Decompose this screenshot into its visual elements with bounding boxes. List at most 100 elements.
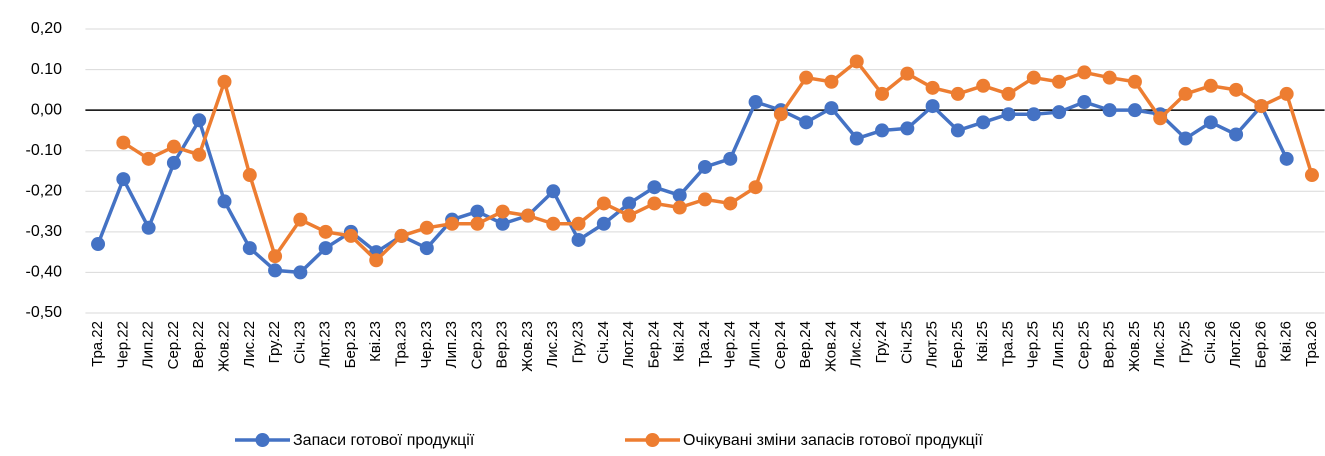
x-tick-label: Вер.23: [494, 321, 511, 369]
point: [875, 86, 890, 101]
point: [748, 95, 763, 110]
point: [1203, 78, 1218, 93]
x-tick-label: Тра.22: [89, 321, 106, 367]
x-tick-label: Жов.25: [1126, 321, 1143, 372]
legend-marker: [255, 433, 270, 447]
point: [773, 107, 788, 122]
point: [698, 192, 712, 207]
y-tick-label: 0.10: [31, 61, 62, 78]
point: [672, 188, 687, 203]
x-tick-label: Лис.22: [241, 321, 258, 368]
point: [849, 54, 864, 69]
x-tick-label: Кві.24: [671, 321, 688, 362]
x-tick-label: Вер.22: [190, 321, 207, 369]
point: [217, 194, 232, 209]
point: [925, 99, 940, 114]
x-tick-label: Лис.25: [1151, 321, 1168, 368]
y-tick-label: -0,40: [26, 264, 63, 281]
x-tick-label: Січ.26: [1202, 321, 1219, 364]
point: [242, 241, 257, 256]
series-line: [122, 59, 1314, 263]
point: [369, 253, 384, 268]
x-tick-label: Жов.23: [519, 321, 536, 372]
point: [1279, 151, 1294, 166]
legend-marker: [645, 433, 660, 447]
point: [1127, 103, 1142, 118]
x-tick-label: Січ.24: [595, 321, 612, 364]
point: [419, 220, 434, 235]
point: [698, 159, 712, 174]
point: [1153, 111, 1168, 126]
point: [242, 168, 257, 183]
x-tick-label: Сер.25: [1075, 321, 1092, 369]
point: [875, 123, 890, 138]
x-tick-label: Лип.25: [1050, 321, 1067, 368]
point: [925, 80, 940, 95]
point: [495, 216, 510, 231]
x-tick-label: Лют.23: [317, 321, 334, 368]
point: [1102, 103, 1117, 118]
point: [116, 135, 131, 150]
point: [950, 86, 965, 101]
point: [571, 216, 586, 231]
point: [723, 196, 738, 211]
point: [419, 241, 434, 256]
point: [1229, 127, 1244, 142]
x-tick-label: Бер.24: [645, 321, 662, 368]
y-tick-label: 0,20: [31, 20, 62, 37]
y-tick-label: -0,20: [26, 183, 63, 200]
point: [1127, 74, 1142, 89]
point: [1178, 86, 1193, 101]
point: [1304, 168, 1319, 183]
x-tick-label: Січ.25: [898, 321, 915, 364]
point: [217, 74, 232, 89]
x-tick-label: Гру.25: [1176, 321, 1193, 363]
point: [1077, 65, 1092, 80]
x-tick-label: Жов.24: [822, 321, 839, 372]
point: [318, 224, 333, 239]
point: [268, 263, 283, 278]
point: [394, 228, 409, 243]
point: [824, 101, 839, 116]
point: [799, 70, 814, 85]
point: [192, 147, 207, 162]
point: [343, 228, 358, 243]
x-tick-label: Лип.24: [747, 321, 764, 368]
x-tick-label: Вер.24: [797, 321, 814, 369]
point: [672, 200, 687, 215]
point: [976, 115, 991, 130]
x-tick-label: Бер.25: [949, 321, 966, 368]
point: [1254, 99, 1269, 114]
x-tick-label: Бер.23: [342, 321, 359, 368]
x-tick-label: Сер.24: [772, 321, 789, 369]
point: [546, 184, 561, 199]
x-tick-label: Лип.22: [140, 321, 157, 368]
point: [1026, 70, 1041, 85]
point: [1102, 70, 1117, 85]
x-tick-label: Тра.24: [696, 321, 713, 367]
point: [622, 208, 637, 223]
legend-label: Очікувані зміни запасів готової продукці…: [683, 432, 983, 449]
point: [647, 196, 662, 211]
x-tick-label: Бер.26: [1252, 321, 1269, 368]
x-tick-label: Тра.23: [392, 321, 409, 367]
point: [900, 121, 915, 136]
x-tick-label: Кві.23: [367, 321, 384, 362]
legend-label: Запаси готової продукції: [293, 432, 475, 449]
y-tick-label: -0,50: [26, 304, 63, 321]
x-tick-label: Чер.23: [418, 321, 435, 369]
point: [596, 196, 611, 211]
point: [1178, 131, 1193, 146]
x-tick-label: Чер.22: [114, 321, 131, 369]
point: [318, 241, 333, 256]
point: [849, 131, 864, 146]
series-line: [96, 100, 1289, 275]
y-tick-label: 0,00: [31, 101, 62, 118]
x-tick-label: Гру.24: [873, 321, 890, 363]
point: [1026, 107, 1041, 122]
point: [268, 249, 283, 264]
point: [293, 212, 308, 227]
point: [1001, 86, 1016, 101]
point: [546, 216, 561, 231]
